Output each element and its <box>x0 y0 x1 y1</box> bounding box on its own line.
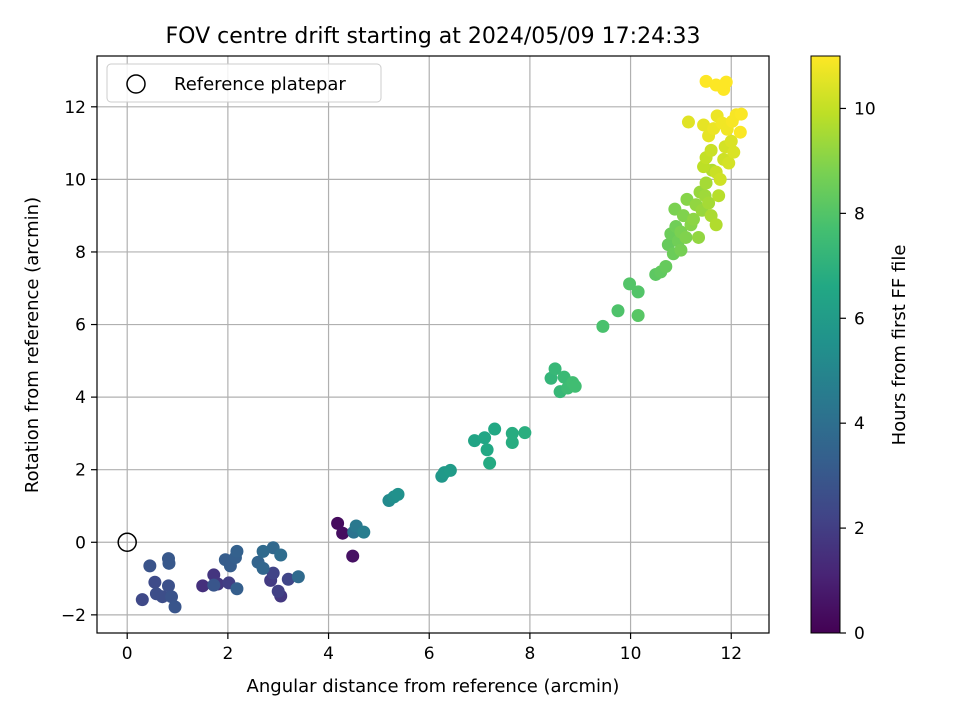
y-tick-label: 2 <box>75 461 86 481</box>
data-point <box>148 575 162 589</box>
data-point <box>674 243 688 257</box>
y-tick-label: −2 <box>61 606 86 626</box>
plot-frame <box>96 55 770 634</box>
data-point <box>568 379 582 393</box>
data-point <box>478 431 492 445</box>
y-tick-label: 0 <box>75 533 86 553</box>
data-point <box>161 579 175 593</box>
data-point <box>699 74 713 88</box>
x-tick-label: 8 <box>524 644 535 664</box>
data-point <box>488 422 502 436</box>
data-point <box>483 456 497 470</box>
colorbar-tick-label: 6 <box>854 309 865 329</box>
gridlines <box>97 56 769 633</box>
data-point <box>733 125 747 139</box>
data-point <box>207 578 221 592</box>
data-point <box>443 463 457 477</box>
data-point <box>256 561 270 575</box>
y-axis-label: Rotation from reference (arcmin) <box>22 197 43 493</box>
data-point <box>518 426 532 440</box>
y-tick-label: 10 <box>64 170 86 190</box>
y-tick-label: 12 <box>64 98 86 118</box>
colorbar-ticks: 0 2 4 6 8 10 <box>840 99 876 644</box>
colorbar-label: Hours from first FF file <box>889 245 910 446</box>
x-tick-label: 12 <box>720 644 742 664</box>
y-tick-label: 8 <box>75 243 86 263</box>
data-point <box>281 572 295 586</box>
legend-entry-reference-platepar: Reference platepar <box>174 74 346 95</box>
x-tick-label: 6 <box>424 644 435 664</box>
legend-box <box>106 63 382 103</box>
data-point <box>196 579 210 593</box>
data-point <box>505 426 519 440</box>
data-point <box>681 115 695 129</box>
data-point <box>631 285 645 299</box>
colorbar-tick-label: 0 <box>854 624 865 644</box>
data-point <box>164 590 178 604</box>
data-point <box>162 556 176 570</box>
data-point <box>596 319 610 333</box>
data-point <box>702 196 716 210</box>
data-point <box>631 308 645 322</box>
reference-platepar-marker <box>117 532 137 553</box>
data-point <box>230 582 244 596</box>
y-axis-ticks: −2 0 2 4 6 8 10 12 <box>61 98 97 626</box>
data-point <box>135 593 149 607</box>
data-point <box>155 590 169 604</box>
data-point <box>168 600 182 614</box>
data-point <box>724 134 738 148</box>
data-point <box>692 230 706 244</box>
legend-marker <box>126 74 146 94</box>
colorbar <box>810 55 841 634</box>
data-point <box>331 516 345 530</box>
data-point <box>697 118 711 132</box>
data-point <box>719 75 733 89</box>
data-point <box>468 434 482 448</box>
data-point <box>713 172 727 186</box>
chart-title: FOV centre drift starting at 2024/05/09 … <box>166 24 701 49</box>
data-point <box>291 570 305 584</box>
data-point <box>709 218 723 232</box>
data-point <box>611 304 625 318</box>
data-point <box>274 548 288 562</box>
data-point <box>266 566 280 580</box>
legend: Reference platepar <box>106 63 382 103</box>
data-point <box>676 209 690 223</box>
data-point <box>505 435 519 449</box>
x-axis-ticks: 0 2 4 6 8 10 12 <box>122 633 742 664</box>
data-point <box>391 487 405 501</box>
data-point <box>699 176 713 190</box>
data-point <box>712 189 726 203</box>
data-point <box>623 277 637 291</box>
x-tick-label: 4 <box>323 644 334 664</box>
data-point <box>346 549 360 563</box>
colorbar-tick-label: 10 <box>854 99 876 119</box>
colorbar-tick-label: 2 <box>854 519 865 539</box>
data-point <box>734 107 748 121</box>
data-point <box>143 559 157 573</box>
x-tick-label: 10 <box>620 644 642 664</box>
data-point <box>722 156 736 170</box>
data-point <box>548 362 562 376</box>
data-point <box>230 544 244 558</box>
data-point <box>727 145 741 159</box>
data-point <box>659 259 673 273</box>
colorbar-tick-label: 4 <box>854 414 865 434</box>
data-point <box>256 544 270 558</box>
data-point <box>679 230 693 244</box>
colorbar-tick-label: 8 <box>854 204 865 224</box>
x-axis-label: Angular distance from reference (arcmin) <box>247 676 620 697</box>
data-point <box>271 584 285 598</box>
data-points <box>135 74 748 614</box>
data-point <box>357 525 371 539</box>
data-point <box>686 212 700 226</box>
y-tick-label: 6 <box>75 316 86 336</box>
data-point <box>480 443 494 457</box>
x-tick-label: 2 <box>222 644 233 664</box>
data-point <box>704 143 718 157</box>
data-point <box>336 526 350 540</box>
y-tick-label: 4 <box>75 388 86 408</box>
x-tick-label: 0 <box>122 644 133 664</box>
